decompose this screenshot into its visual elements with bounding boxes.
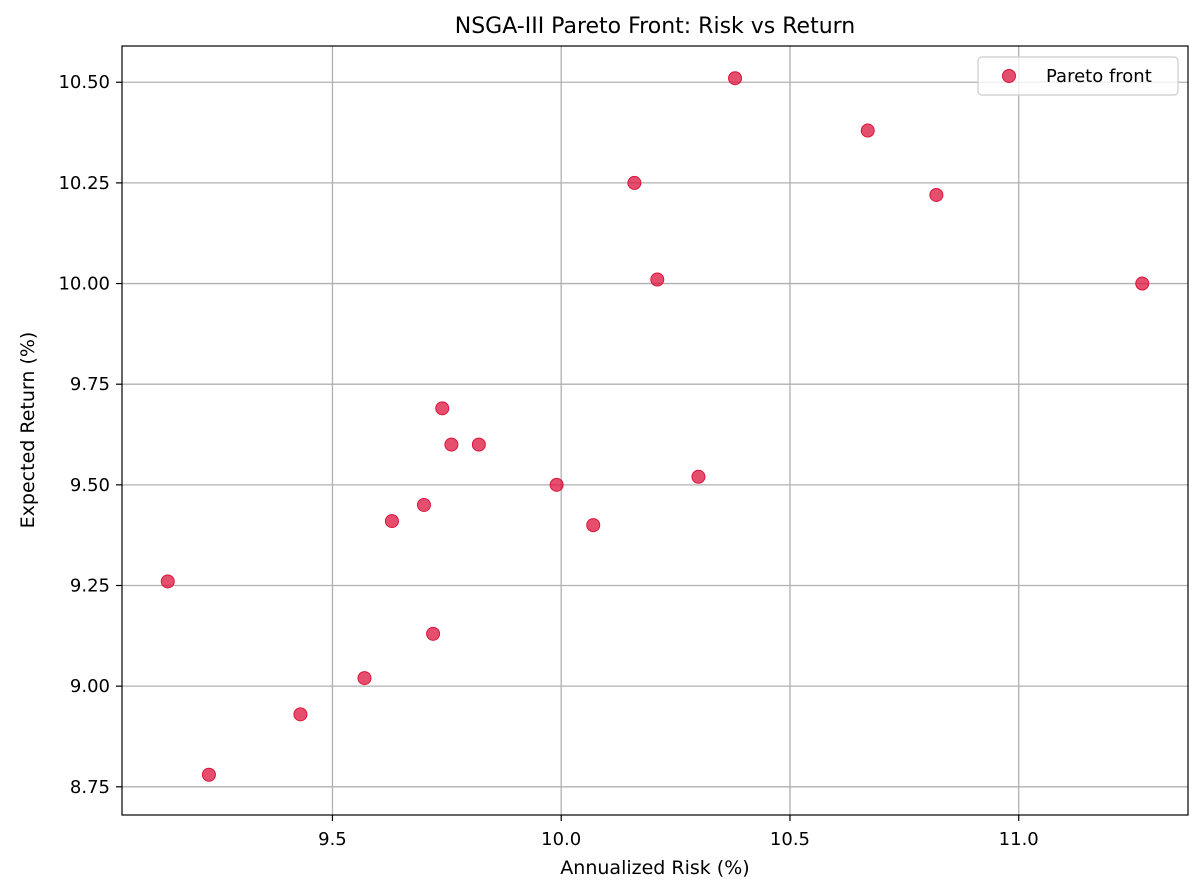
data-point bbox=[586, 518, 601, 533]
x-tick-label: 9.5 bbox=[318, 829, 347, 850]
data-point bbox=[650, 272, 665, 287]
data-point bbox=[1135, 276, 1150, 291]
y-tick-label: 10.25 bbox=[58, 173, 110, 194]
x-tick-label: 10.5 bbox=[770, 829, 810, 850]
data-point bbox=[929, 187, 944, 202]
chart-title: NSGA-III Pareto Front: Risk vs Return bbox=[455, 14, 856, 39]
y-tick-label: 10.00 bbox=[58, 274, 110, 295]
data-point bbox=[435, 401, 450, 416]
y-tick-label: 9.00 bbox=[70, 676, 110, 697]
y-tick-label: 9.50 bbox=[70, 475, 110, 496]
data-point bbox=[691, 469, 706, 484]
y-tick-label: 9.75 bbox=[70, 374, 110, 395]
data-point bbox=[293, 707, 308, 722]
grid bbox=[122, 46, 1188, 815]
data-point bbox=[357, 671, 372, 686]
data-point bbox=[728, 71, 743, 86]
x-tick-label: 11.0 bbox=[999, 829, 1039, 850]
y-tick-label: 10.50 bbox=[58, 72, 110, 93]
data-point bbox=[627, 175, 642, 190]
legend-box bbox=[977, 56, 1179, 96]
x-axis-label: Annualized Risk (%) bbox=[560, 857, 749, 879]
data-point bbox=[860, 123, 875, 138]
data-points bbox=[160, 71, 1150, 782]
y-tick-label: 8.75 bbox=[70, 777, 110, 798]
data-point bbox=[426, 626, 441, 641]
data-point bbox=[201, 767, 216, 782]
legend-label: Pareto front bbox=[1046, 66, 1152, 87]
data-point bbox=[444, 437, 459, 452]
legend-marker bbox=[1002, 69, 1016, 83]
y-axis-label: Expected Return (%) bbox=[17, 332, 39, 529]
axis-ticks: 9.5 10.0 10.5 11.0 8.75 9.00 9.25 9.50 9.75 10.00… bbox=[58, 72, 1038, 850]
legend: Pareto front bbox=[977, 56, 1179, 96]
data-point bbox=[160, 574, 175, 589]
y-tick-label: 9.25 bbox=[70, 576, 110, 597]
data-point bbox=[416, 497, 431, 512]
x-tick-label: 10.0 bbox=[541, 829, 581, 850]
plot-area-frame bbox=[121, 45, 1189, 816]
data-point bbox=[471, 437, 486, 452]
data-point bbox=[384, 514, 399, 529]
data-point bbox=[549, 477, 564, 492]
